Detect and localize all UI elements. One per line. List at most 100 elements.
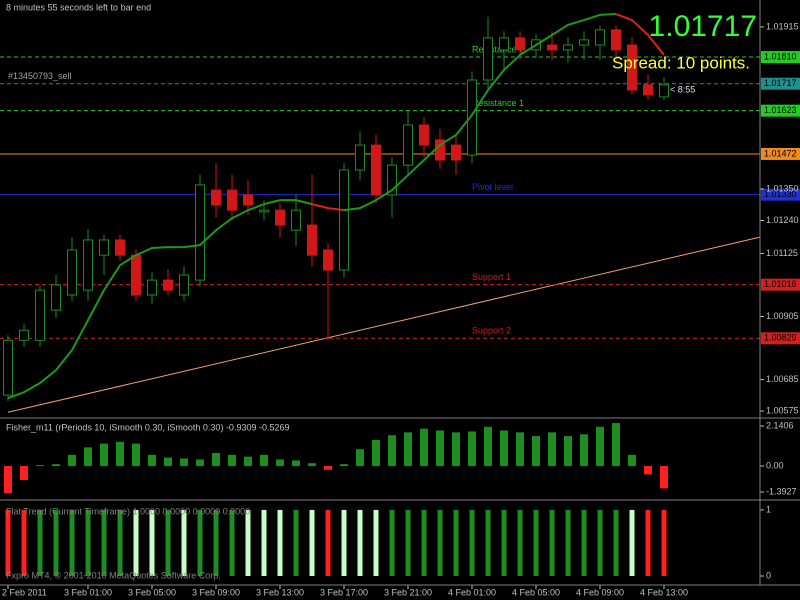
y-tick-label: 1.00905 [766, 311, 799, 321]
histogram-bar [244, 456, 252, 467]
moving-average [311, 13, 665, 212]
trend-bar [309, 509, 315, 577]
trend-bar [613, 509, 619, 577]
histogram-bar [500, 430, 508, 467]
level-price-box [761, 147, 800, 160]
level-price-box [761, 51, 800, 64]
candle-body [67, 249, 77, 296]
trend-bar [197, 509, 203, 577]
trend-bar [85, 509, 91, 577]
histogram-bar [20, 466, 28, 481]
candle-body [387, 164, 397, 196]
trend-bar [245, 509, 251, 577]
histogram-bar [484, 426, 492, 467]
histogram-bar [116, 441, 124, 467]
candle-body [115, 239, 125, 256]
candle-body [547, 44, 557, 51]
x-tick-label: 4 Feb 01:00 [448, 587, 496, 597]
histogram-bar [564, 436, 572, 467]
candle-body [275, 209, 285, 226]
y-tick-label: 1.01125 [766, 248, 798, 258]
histogram-bar [180, 458, 188, 467]
trend-bar [357, 509, 363, 577]
candle-body [323, 249, 333, 271]
level-name: Support 1 [472, 272, 511, 282]
candle-body [451, 144, 461, 161]
level-price-label: 1.01810 [764, 51, 797, 61]
trend-bar [37, 509, 43, 577]
histogram-bar [228, 454, 236, 467]
level-price-label: 1.00829 [764, 333, 797, 343]
level-price-label: 1.01717 [764, 78, 797, 88]
trend-bar [421, 509, 427, 577]
x-tick-label: 4 Feb 05:00 [512, 587, 560, 597]
x-tick-label: 3 Feb 17:00 [320, 587, 368, 597]
candle-body [211, 189, 221, 206]
candle-body [19, 329, 29, 341]
trend-bar [629, 509, 635, 577]
trend-bar [261, 509, 267, 577]
y-tick-label: 2.1406 [766, 420, 794, 430]
histogram-bar [4, 466, 12, 494]
histogram-bar [388, 435, 396, 467]
candle-body [195, 184, 205, 281]
candle-body [371, 144, 381, 196]
x-tick-label: 3 Feb 01:00 [64, 587, 112, 597]
histogram-bar [436, 430, 444, 467]
spread: Spread: 10 points. [612, 53, 750, 72]
candle-body [419, 124, 429, 146]
trend-bar [101, 509, 107, 577]
histogram-bar [596, 426, 604, 467]
candle-body [227, 189, 237, 211]
histogram-bar [292, 460, 300, 467]
level-name: Support 2 [472, 326, 511, 336]
candle-body [163, 279, 173, 291]
level-price-label: 1.01016 [764, 279, 797, 289]
level-price-box [761, 278, 800, 291]
bid-price: 1.01717 [649, 10, 757, 43]
candle-body [627, 44, 637, 91]
y-tick-label: 0.00 [766, 460, 784, 470]
y-tick-label: 0 [766, 570, 771, 580]
trend-bar [517, 509, 523, 577]
chart-layer: 1.01810 Resistance 2 1.01717 #13450793_sell… [0, 13, 800, 597]
histogram-bar [164, 457, 172, 467]
trend-bar [565, 509, 571, 577]
histogram-bar [84, 447, 92, 467]
y-tick-label: -1.3927 [766, 486, 797, 496]
trend-bar [53, 509, 59, 577]
candle-body [243, 194, 253, 206]
x-tick-label: 2 Feb 2011 [2, 587, 47, 597]
countdown: < 8:55 [670, 84, 695, 94]
histogram-bar [612, 423, 620, 467]
candle-body [307, 224, 317, 256]
histogram-bar [532, 436, 540, 467]
x-tick-label: 3 Feb 21:00 [384, 587, 432, 597]
histogram-bar [468, 431, 476, 467]
histogram-bar [548, 432, 556, 467]
candle-body [259, 209, 269, 213]
histogram-bar [420, 428, 428, 467]
histogram-bar [324, 466, 332, 470]
trend-bar [661, 509, 667, 577]
trend-bar [117, 509, 123, 577]
histogram-bar [628, 454, 636, 467]
y-tick-label: 1.01350 [766, 183, 799, 193]
trendline [7, 236, 761, 413]
level-price-box [761, 77, 800, 90]
trend-bar [373, 509, 379, 577]
trend-bar [149, 509, 155, 577]
x-tick-label: 3 Feb 05:00 [128, 587, 176, 597]
trend-bar [69, 509, 75, 577]
histogram-bar [52, 464, 60, 467]
candle-body [499, 37, 509, 51]
trend-bar [437, 509, 443, 577]
level-name: Pivot level [472, 182, 513, 192]
candle-body [3, 339, 13, 396]
level-name: Resistance 1 [472, 98, 524, 108]
trend-bar [181, 509, 187, 577]
histogram-bar [148, 454, 156, 467]
trend-bar [485, 509, 491, 577]
histogram-bar [196, 459, 204, 467]
